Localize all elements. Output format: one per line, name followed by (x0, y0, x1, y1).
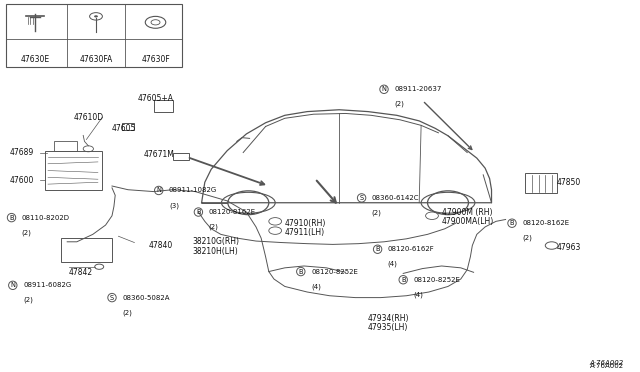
Text: N: N (10, 282, 15, 288)
Text: (4): (4) (388, 261, 397, 267)
Text: B: B (509, 220, 515, 226)
Text: A·76A002: A·76A002 (590, 363, 624, 369)
Text: 47605+A: 47605+A (138, 94, 173, 103)
Text: (2): (2) (522, 235, 532, 241)
Text: 08911-1082G: 08911-1082G (169, 187, 217, 193)
Text: 08360-5082A: 08360-5082A (122, 295, 170, 301)
Bar (525, 173, 557, 193)
Text: N: N (156, 187, 161, 193)
Text: (4): (4) (413, 291, 423, 298)
Text: 47935(LH): 47935(LH) (368, 323, 408, 332)
Text: 08911-20637: 08911-20637 (394, 86, 442, 92)
Text: 47630E: 47630E (20, 55, 50, 64)
Bar (154, 100, 173, 112)
Text: 47842: 47842 (69, 268, 93, 277)
Text: 08360-6142C: 08360-6142C (372, 195, 419, 201)
Circle shape (94, 15, 98, 17)
Text: (2): (2) (23, 297, 33, 304)
Text: B: B (401, 277, 406, 283)
Text: 47605: 47605 (112, 124, 136, 133)
Text: 47689: 47689 (10, 148, 34, 157)
Text: B: B (196, 209, 201, 215)
Text: 38210G(RH): 38210G(RH) (192, 237, 239, 246)
Text: (2): (2) (394, 101, 404, 108)
Text: S: S (360, 195, 364, 201)
Text: 47600: 47600 (10, 176, 34, 185)
Text: 47850: 47850 (557, 178, 581, 187)
Text: B: B (298, 269, 303, 275)
Text: 08120-8162E: 08120-8162E (209, 209, 256, 215)
Text: 08120-8252E: 08120-8252E (311, 269, 358, 275)
Text: 08120-6162F: 08120-6162F (388, 246, 435, 252)
Text: (2): (2) (22, 229, 31, 236)
Text: 47840: 47840 (148, 241, 173, 250)
Text: 08110-8202D: 08110-8202D (22, 215, 70, 221)
Text: S: S (110, 295, 114, 301)
Text: 08120-8252E: 08120-8252E (413, 277, 460, 283)
Text: 47671M: 47671M (144, 150, 175, 159)
Text: N: N (381, 86, 387, 92)
Text: (2): (2) (209, 224, 218, 230)
Text: B: B (375, 246, 380, 252)
Text: 47610D: 47610D (74, 113, 104, 122)
Bar (54, 141, 77, 151)
Text: (2): (2) (122, 309, 132, 316)
Text: 47900M (RH): 47900M (RH) (442, 208, 492, 217)
Text: A·76A002: A·76A002 (589, 360, 624, 366)
Text: 47934(RH): 47934(RH) (368, 314, 410, 323)
Text: 08120-8162E: 08120-8162E (522, 220, 570, 226)
Bar (122, 123, 134, 130)
Text: 47630F: 47630F (141, 55, 170, 64)
Text: 47911(LH): 47911(LH) (285, 228, 325, 237)
Text: 38210H(LH): 38210H(LH) (192, 247, 237, 256)
Bar (45, 151, 102, 190)
Text: 47910(RH): 47910(RH) (285, 219, 326, 228)
Bar (6, 4, 182, 67)
Text: 47963: 47963 (557, 243, 581, 252)
Bar (173, 153, 189, 160)
Text: 47630FA: 47630FA (79, 55, 113, 64)
Text: B: B (9, 215, 14, 221)
Text: 08911-6082G: 08911-6082G (23, 282, 71, 288)
Text: (4): (4) (311, 283, 321, 290)
Bar (61, 238, 112, 262)
Text: (3): (3) (169, 202, 179, 209)
Text: (2): (2) (372, 209, 381, 216)
Text: 47900MA(LH): 47900MA(LH) (442, 217, 494, 226)
